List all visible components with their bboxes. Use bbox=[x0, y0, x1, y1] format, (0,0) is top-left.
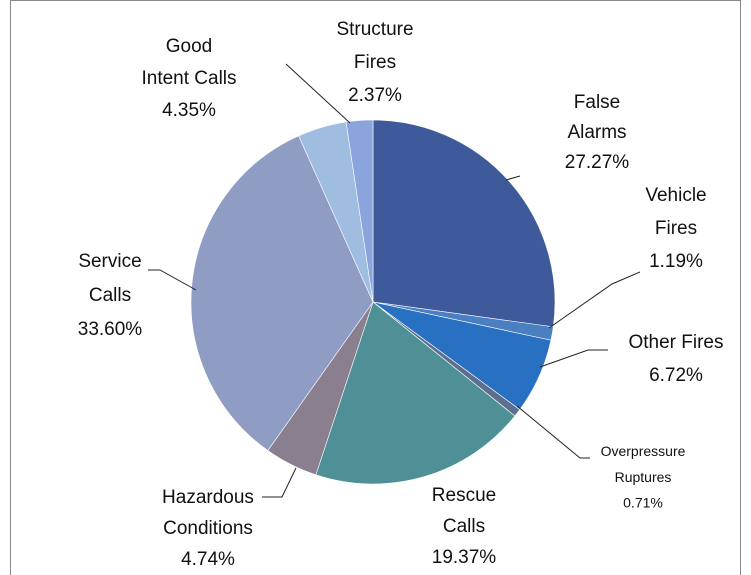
label-line: Alarms bbox=[567, 122, 626, 143]
leader-line bbox=[548, 271, 641, 329]
leader-line bbox=[516, 405, 590, 459]
label-line: Good bbox=[166, 36, 212, 57]
value-label: 33.60% bbox=[78, 319, 143, 340]
leader-line bbox=[539, 349, 608, 368]
label-line: Vehicle bbox=[645, 185, 706, 206]
category-label: Service Calls bbox=[78, 251, 141, 306]
label-line: Fires bbox=[655, 218, 697, 239]
value-label: 4.74% bbox=[181, 549, 235, 570]
label-line: Rescue bbox=[432, 485, 496, 506]
label-line: Other Fires bbox=[628, 332, 723, 353]
pie-slice bbox=[190, 135, 374, 451]
label-line: Overpressure bbox=[601, 443, 686, 459]
pie-slice bbox=[345, 119, 374, 303]
leader-line bbox=[285, 63, 351, 124]
label-line: Calls bbox=[89, 285, 131, 306]
category-label: Other Fires bbox=[628, 332, 723, 353]
category-label: False Alarms bbox=[567, 92, 626, 143]
value-label: 1.19% bbox=[649, 251, 703, 272]
value-label: 27.27% bbox=[565, 152, 630, 173]
label-line: Structure bbox=[336, 19, 413, 40]
label-line: Ruptures bbox=[615, 469, 672, 485]
pie-slice bbox=[315, 301, 516, 485]
leader-line bbox=[505, 175, 521, 181]
category-label: Rescue Calls bbox=[432, 485, 496, 537]
category-label: Structure Fires bbox=[336, 19, 413, 73]
label-line: Service bbox=[78, 251, 141, 272]
category-label: Vehicle Fires bbox=[645, 185, 706, 239]
value-label: 0.71% bbox=[623, 495, 663, 511]
value-label: 2.37% bbox=[348, 85, 402, 106]
label-line: False bbox=[574, 92, 620, 113]
value-label: 4.35% bbox=[162, 100, 216, 121]
category-label: Hazardous Conditions bbox=[162, 487, 254, 539]
value-label: 6.72% bbox=[649, 365, 703, 386]
category-label: Good Intent Calls bbox=[141, 36, 236, 89]
label-line: Conditions bbox=[163, 518, 253, 539]
category-label: Overpressure Ruptures bbox=[601, 443, 686, 485]
pie-slice bbox=[372, 119, 556, 328]
leader-line bbox=[148, 269, 197, 291]
label-line: Fires bbox=[354, 52, 396, 73]
leader-line bbox=[262, 467, 297, 498]
value-label: 19.37% bbox=[432, 547, 497, 568]
label-line: Calls bbox=[443, 516, 485, 537]
label-line: Intent Calls bbox=[141, 68, 236, 89]
label-line: Hazardous bbox=[162, 487, 254, 508]
